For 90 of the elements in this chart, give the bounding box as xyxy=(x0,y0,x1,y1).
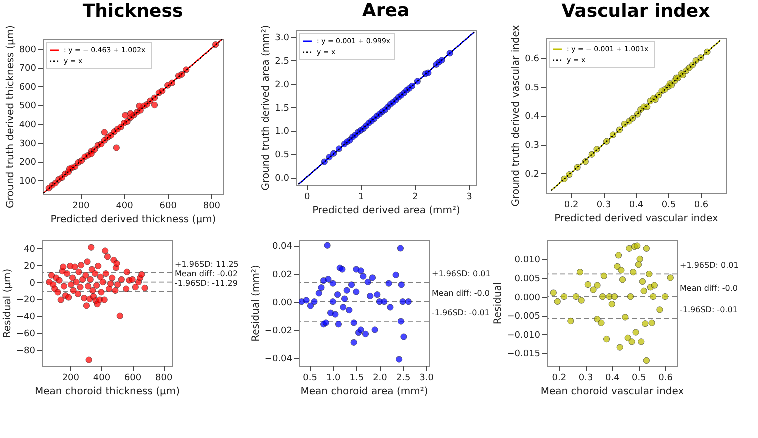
y-axis-title: Residual xyxy=(493,282,504,325)
y-tick-label: 2.5 xyxy=(275,56,290,67)
x-axis-title: Mean choroid thickness (μm) xyxy=(34,386,180,398)
x-tick-label: 600 xyxy=(124,374,142,384)
y-tick-label: −0.04 xyxy=(264,354,293,365)
ref-line-label: Mean diff: -0.02 xyxy=(175,269,238,278)
x-tick-label: 0.3 xyxy=(596,200,612,210)
y-axis-title: Residual (μm) xyxy=(2,268,14,338)
x-axis-title: Mean choroid vascular index xyxy=(540,386,684,398)
x-axis-title: Mean choroid area (mm²) xyxy=(300,386,428,398)
y-tick-label: 0.5 xyxy=(525,83,540,94)
y-tick-label: 700 xyxy=(19,64,37,74)
ref-line-label: Mean diff: -0.0 xyxy=(680,284,738,293)
y-tick-label: 20 xyxy=(24,262,36,272)
y-tick-label: 1.0 xyxy=(275,127,290,138)
x-tick-label: 0.6 xyxy=(658,374,674,384)
ref-line-label: +1.96SD: 0.01 xyxy=(432,270,491,279)
y-tick-label: 0.04 xyxy=(272,242,293,252)
x-tick-label: 200 xyxy=(72,202,90,212)
x-tick-label: 1 xyxy=(358,192,364,202)
x-tick-label: 1.5 xyxy=(350,374,364,384)
y-tick-label: −0.005 xyxy=(507,312,540,322)
x-tick-label: 0.4 xyxy=(605,374,620,384)
x-tick-label: 0.5 xyxy=(303,374,318,384)
x-tick-label: 3.0 xyxy=(420,374,434,384)
y-tick-label: −40 xyxy=(16,312,36,323)
chart-title: Vascular index xyxy=(562,0,711,22)
x-tick-label: 2.5 xyxy=(396,374,411,384)
y-axis-title: Ground truth derived area (mm²) xyxy=(261,25,272,191)
ref-line-label: Mean diff: -0.0 xyxy=(432,288,490,298)
y-tick-label: −80 xyxy=(16,346,36,356)
y-tick-label: 1.5 xyxy=(275,104,290,114)
y-tick-label: 0.0 xyxy=(275,174,290,184)
ref-line-label: -1.96SD: -0.01 xyxy=(680,306,738,315)
y-tick-label: 0.000 xyxy=(514,293,541,304)
x-tick-label: 0.3 xyxy=(578,374,594,384)
x-tick-label: 800 xyxy=(156,374,173,384)
x-tick-label: 3 xyxy=(466,192,472,202)
x-axis-title: Predicted derived thickness (μm) xyxy=(50,214,216,226)
y-tick-label: 0.5 xyxy=(275,150,290,161)
ref-line-label: -1.96SD: -0.01 xyxy=(432,308,490,318)
x-tick-label: 800 xyxy=(203,202,221,212)
y-tick-label: 0.2 xyxy=(525,170,540,180)
x-tick-label: 0.2 xyxy=(552,374,567,384)
y-tick-label: 0.010 xyxy=(514,256,541,266)
y-tick-label: 0.02 xyxy=(272,270,292,280)
x-tick-label: 400 xyxy=(116,202,134,212)
x-tick-label: 0.5 xyxy=(662,200,676,210)
y-tick-label: 0.005 xyxy=(514,274,540,284)
x-tick-label: 600 xyxy=(160,202,178,212)
y-tick-label: 200 xyxy=(19,158,37,168)
chart-title: Area xyxy=(362,0,410,22)
y-tick-label: −20 xyxy=(16,296,36,306)
y-tick-label: 100 xyxy=(19,176,37,187)
x-tick-label: 2 xyxy=(412,192,418,202)
ref-line-label: +1.96SD: 11.25 xyxy=(175,260,239,269)
y-tick-label: −0.015 xyxy=(507,350,540,360)
x-tick-label: 2.0 xyxy=(373,374,388,384)
y-tick-label: 0.6 xyxy=(525,54,540,64)
y-tick-label: −0.010 xyxy=(507,330,541,341)
x-axis-title: Predicted derived area (mm²) xyxy=(312,206,461,216)
x-tick-label: 0.4 xyxy=(629,200,644,210)
ref-line-label: -1.96SD: -11.29 xyxy=(175,278,238,288)
y-tick-label: 300 xyxy=(19,139,37,150)
y-tick-label: 2.0 xyxy=(275,80,290,90)
x-tick-label: 400 xyxy=(93,374,111,384)
y-axis-title: Ground truth derived vascular index xyxy=(511,25,522,207)
y-tick-label: 500 xyxy=(19,102,37,112)
y-tick-label: 3.0 xyxy=(275,34,290,44)
y-axis-title: Residual (mm²) xyxy=(250,265,262,342)
x-tick-label: 1.0 xyxy=(326,374,342,384)
x-axis-title: Predicted derived vascular index xyxy=(554,214,718,224)
x-tick-label: 200 xyxy=(62,374,80,384)
y-tick-label: −60 xyxy=(16,330,36,340)
x-tick-label: 0 xyxy=(304,192,310,202)
y-tick-label: 40 xyxy=(24,244,36,255)
y-tick-label: 0.3 xyxy=(525,141,540,152)
x-tick-label: 0.2 xyxy=(564,200,579,210)
y-tick-label: 0.00 xyxy=(272,298,293,308)
x-tick-label: 0.6 xyxy=(694,200,709,210)
y-tick-label: 600 xyxy=(19,82,37,93)
y-tick-label: −0.02 xyxy=(264,326,292,336)
y-tick-label: 400 xyxy=(19,120,37,131)
y-tick-label: 800 xyxy=(19,45,37,56)
ref-line-label: +1.96SD: 0.01 xyxy=(680,261,739,270)
x-tick-label: 0.5 xyxy=(632,374,646,384)
chart-title: Thickness xyxy=(82,0,184,22)
y-tick-label: 0.4 xyxy=(525,112,540,122)
y-tick-label: 0 xyxy=(30,278,36,289)
y-axis-title: Ground truth derived thickness (μm) xyxy=(5,25,16,209)
